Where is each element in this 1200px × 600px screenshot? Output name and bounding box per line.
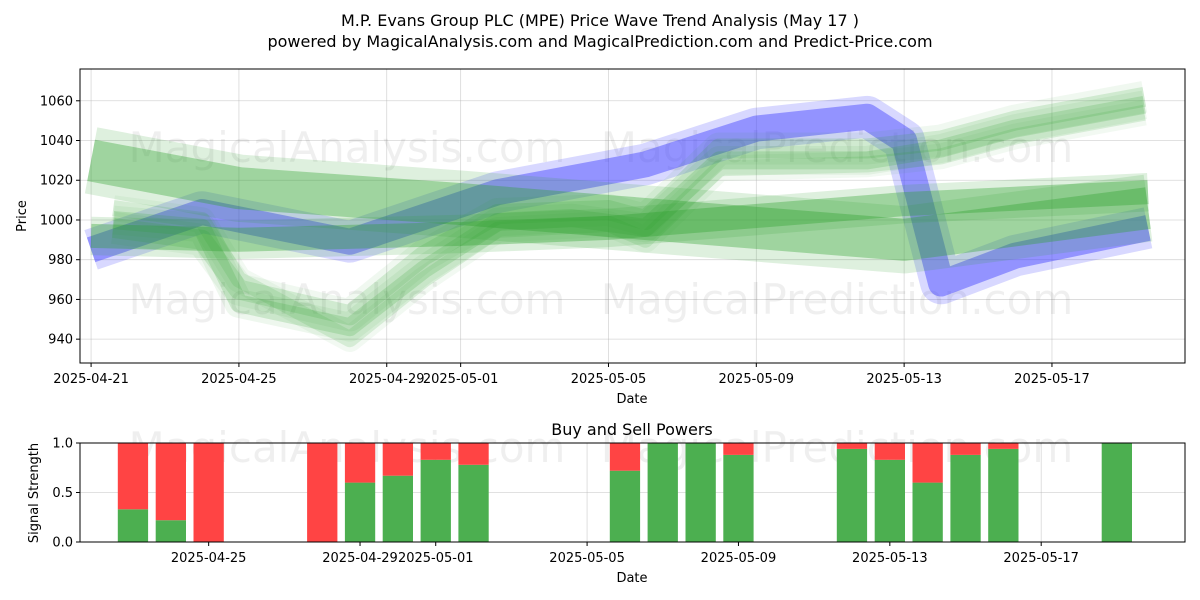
price-x-tick-label: 2025-04-21 (53, 372, 129, 387)
chart-title-line2: powered by MagicalAnalysis.com and Magic… (267, 32, 932, 51)
price-x-tick-label: 2025-04-29 (349, 372, 425, 387)
wave-band (86, 103, 1151, 297)
sell-bar (912, 443, 943, 483)
price-x-tick-label: 2025-05-09 (719, 372, 795, 387)
price-x-tick-label: 2025-05-05 (571, 372, 647, 387)
price-y-tick-label: 980 (48, 253, 73, 268)
signal-title: Buy and Sell Powers (551, 420, 713, 439)
price-panel-frame (79, 68, 1186, 364)
signal-y-tick-label: 0.0 (52, 536, 73, 551)
buy-bar (344, 482, 376, 542)
wave-band-halo (111, 81, 1148, 332)
sell-bar (950, 443, 981, 455)
signal-x-tick-label: 2025-05-05 (549, 551, 625, 566)
signal-x-tick-label: 2025-04-25 (171, 551, 247, 566)
price-y-tick-label: 1020 (40, 174, 73, 189)
watermark-analysis: MagicalAnalysis.com (129, 275, 566, 324)
signal-y-tick-label: 0.5 (52, 486, 73, 501)
signal-x-ticks: 2025-04-25 2025-04-29 2025-05-01 2025-05-05… (171, 542, 1079, 566)
price-x-tick-label: 2025-05-01 (423, 372, 499, 387)
sell-bar (117, 443, 149, 510)
wave-band-halo (84, 127, 1153, 274)
price-y-tick-label: 1060 (40, 94, 73, 109)
signal-x-tick-label: 2025-04-29 (322, 551, 398, 566)
buy-bar (155, 520, 186, 542)
sell-bar (382, 443, 413, 476)
sell-bar (420, 443, 451, 460)
price-y-tick-label: 1040 (40, 134, 73, 149)
signal-bars (117, 443, 1132, 542)
signal-x-tick-label: 2025-05-17 (1003, 551, 1079, 566)
price-grid (80, 69, 1185, 363)
signal-y-label: Signal Strength (27, 443, 42, 543)
signal-x-label: Date (616, 571, 647, 586)
buy-bar (988, 448, 1019, 542)
price-watermarks: MagicalAnalysis.com MagicalPrediction.co… (129, 123, 1074, 324)
sell-bar (988, 443, 1019, 449)
watermark-prediction: MagicalPrediction.com (601, 275, 1074, 324)
price-y-tick-label: 960 (48, 293, 73, 308)
buy-bar (647, 443, 678, 542)
buy-bar (117, 509, 149, 542)
buy-bar (950, 454, 981, 542)
wave-band-halo (112, 90, 1147, 342)
wave-band (90, 180, 1149, 252)
buy-bar (1101, 443, 1132, 542)
signal-x-tick-label: 2025-05-09 (701, 551, 777, 566)
watermark-analysis: MagicalAnalysis.com (129, 123, 566, 172)
price-x-tick-label: 2025-04-25 (201, 372, 277, 387)
buy-bar (685, 443, 716, 542)
buy-bar (458, 464, 489, 542)
sell-bar (307, 443, 338, 542)
signal-x-tick-label: 2025-05-01 (398, 551, 474, 566)
wave-band (112, 104, 1146, 348)
buy-bar (723, 454, 754, 542)
buy-bar (420, 459, 451, 542)
signal-panel: Buy and Sell Powers MagicalAnalysis.com … (27, 420, 1186, 586)
buy-bar (874, 459, 905, 542)
wave-band-halo (90, 173, 1149, 260)
price-y-ticks: 940 960 980 1000 1020 1040 1060 (40, 94, 80, 348)
wave-band-halo (84, 95, 1153, 305)
buy-bar (382, 475, 413, 542)
price-y-label: Price (15, 200, 30, 232)
price-wave-bands (84, 81, 1153, 353)
wave-band (111, 86, 1147, 326)
sell-bar (193, 443, 224, 542)
signal-x-tick-label: 2025-05-13 (852, 551, 928, 566)
price-x-ticks: 2025-04-21 2025-04-25 2025-04-292025-05-01… (53, 363, 1090, 387)
buy-bar (609, 470, 641, 542)
buy-bar (912, 482, 943, 542)
wave-band (112, 95, 1146, 337)
price-x-tick-label: 2025-05-13 (866, 372, 942, 387)
sell-bar (458, 443, 489, 465)
sell-bar (723, 443, 754, 455)
signal-y-tick-label: 1.0 (52, 437, 73, 452)
price-y-tick-label: 1000 (40, 213, 73, 228)
sell-bar (155, 443, 186, 521)
sell-bar (609, 443, 641, 471)
price-x-label: Date (616, 392, 647, 407)
price-panel: MagicalAnalysis.com MagicalPrediction.co… (15, 68, 1186, 407)
sell-bar (344, 443, 376, 483)
sell-bar (874, 443, 905, 460)
wave-band (87, 139, 1151, 261)
price-panel-background (80, 69, 1185, 363)
chart-title-line1: M.P. Evans Group PLC (MPE) Price Wave Tr… (341, 11, 859, 30)
signal-y-ticks: 0.0 0.5 1.0 (52, 437, 80, 551)
wave-band-halo (111, 100, 1147, 353)
watermark-prediction: MagicalPrediction.com (601, 123, 1074, 172)
sell-bar (836, 443, 868, 449)
price-x-tick-label: 2025-05-17 (1014, 372, 1090, 387)
price-y-tick-label: 940 (48, 333, 73, 348)
buy-bar (836, 448, 868, 542)
